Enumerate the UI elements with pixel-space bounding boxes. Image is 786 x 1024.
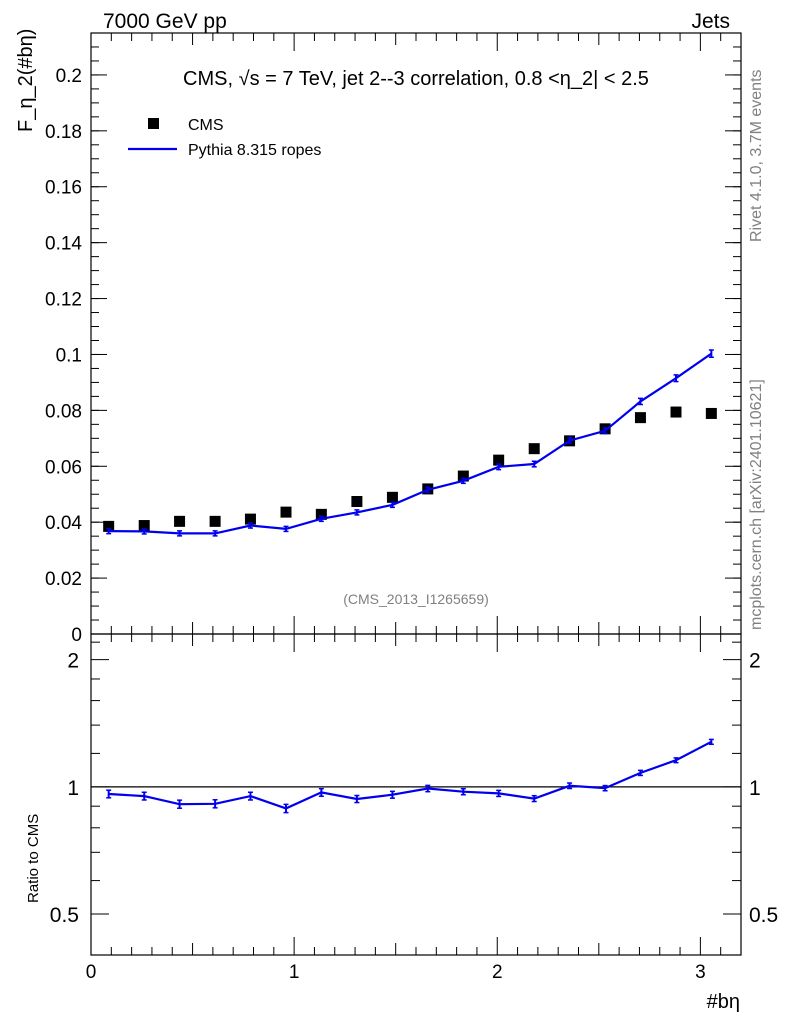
cms-point [457, 470, 469, 482]
main-ytick-label: 0.18 [45, 122, 82, 143]
ratio-ytick-label-right: 0.5 [749, 904, 778, 927]
cms-point [315, 508, 327, 520]
main-ytick-label: 0 [71, 625, 82, 646]
ratio-xtick-label: 2 [492, 962, 503, 983]
ratio-xlabel: #bη [707, 991, 740, 1013]
main-series [103, 349, 717, 537]
legend-pythia-label: Pythia 8.315 ropes [188, 142, 321, 159]
main-ytick-label: 0.1 [56, 345, 82, 366]
main-ytick-label: 0.04 [45, 513, 82, 534]
main-ylabel: F_η_2(#bη) [15, 29, 37, 132]
ratio-ytick-label: 0.5 [50, 904, 79, 927]
main-ytick-label: 0.16 [45, 178, 82, 199]
cms-point [174, 515, 186, 527]
cms-point [634, 412, 646, 424]
ratio-xtick-label: 1 [289, 962, 300, 983]
rivet-label: Rivet 4.1.0, 3.7M events [748, 69, 765, 242]
ratio-line [108, 740, 712, 810]
cms-point [386, 491, 398, 503]
cms-point [244, 513, 256, 525]
main-ytick-label: 0.14 [45, 234, 82, 255]
header-left: 7000 GeV pp [103, 10, 227, 33]
cms-point [528, 443, 540, 455]
main-panel: 00.020.040.060.080.10.120.140.160.180.2 … [15, 29, 742, 646]
cms-point [670, 406, 682, 418]
legend-cms-label: CMS [188, 117, 224, 134]
legend-cms-marker [148, 118, 159, 129]
cms-point [493, 454, 505, 466]
ratio-panel: 0 1 2 3 0.5 0.5 1 1 2 2 Ratio to CMS #bη [25, 633, 778, 1013]
ratio-ticks: 0 1 2 3 0.5 0.5 1 1 2 2 [50, 634, 778, 983]
ratio-ylabel: Ratio to CMS [25, 814, 42, 903]
pythia-line [108, 352, 712, 535]
main-ytick-label: 0.02 [45, 569, 82, 590]
cms-point [705, 407, 717, 419]
main-ytick-label: 0.06 [45, 457, 82, 478]
mcplots-label: mcplots.cern.ch [arXiv:2401.10621] [748, 379, 765, 630]
ratio-ytick-label: 1 [67, 777, 79, 800]
ratio-series [106, 738, 714, 814]
ratio-ytick-label: 2 [67, 650, 79, 673]
ratio-ytick-label-right: 1 [749, 777, 761, 800]
cms-point [351, 496, 363, 508]
cms-point [280, 506, 292, 518]
ratio-xtick-label: 3 [695, 962, 706, 983]
ratio-ytick-label-right: 2 [749, 650, 761, 673]
cms-point [138, 520, 150, 532]
main-watermark: (CMS_2013_I1265659) [343, 591, 489, 607]
main-ticks: 0 0.02 0.04 0.06 0.08 0.1 0.12 0.14 0.16 0.18 0.2 [45, 32, 742, 646]
main-ytick-label: 0.08 [45, 401, 82, 422]
cms-point [209, 515, 221, 527]
cms-point [103, 520, 115, 532]
main-title: CMS, √s = 7 TeV, jet 2--3 correlation, 0… [183, 68, 649, 90]
main-ytick-label: 0.2 [56, 66, 82, 87]
main-ytick-label: 0.12 [45, 290, 82, 311]
ratio-xtick-label: 0 [86, 962, 97, 983]
ratio-frame [90, 633, 742, 956]
header-right: Jets [691, 10, 730, 33]
